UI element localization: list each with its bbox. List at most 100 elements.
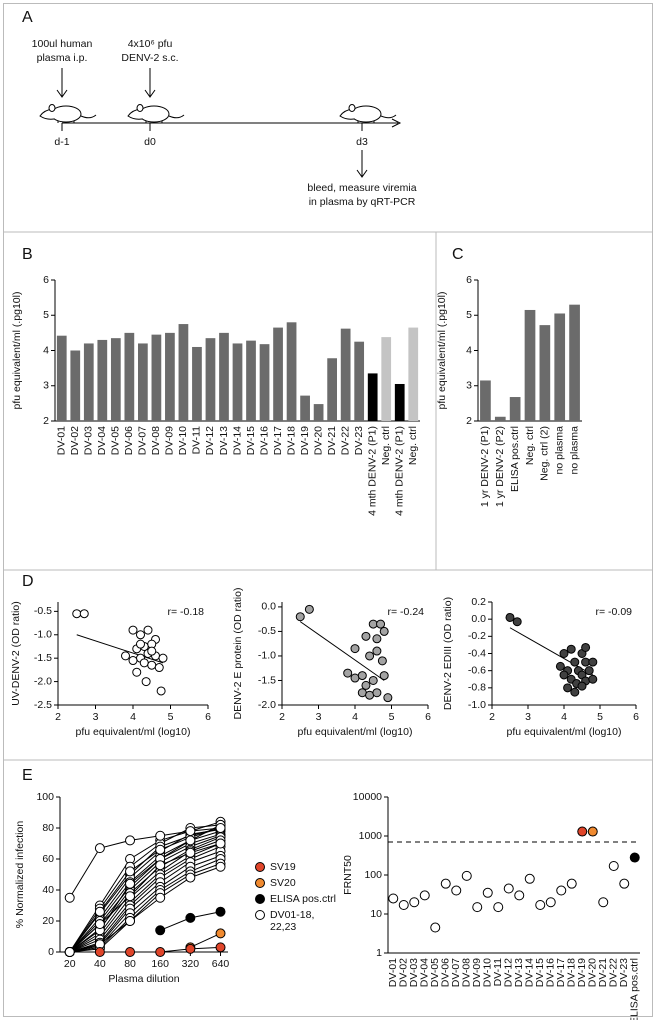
point: [136, 639, 145, 649]
point: [136, 630, 145, 640]
x-tick-label: 20: [64, 958, 76, 970]
bleed-text: bleed, measure viremia: [307, 182, 416, 194]
bar: [56, 335, 67, 421]
x-tick-label: 6: [425, 711, 431, 723]
series-line: [190, 932, 221, 948]
mouse-ear: [136, 104, 144, 112]
y-tick-label: -2.5: [34, 699, 52, 711]
x-tick-label: DV-19: [299, 426, 311, 455]
x-tick-label: no plasma: [553, 426, 565, 475]
point: [185, 943, 196, 954]
y-tick-label: 4: [43, 344, 49, 356]
x-tick-label: DV-01: [56, 426, 68, 455]
bar: [178, 324, 189, 421]
mouse: [339, 104, 397, 123]
series-line: [69, 835, 221, 953]
bar: [110, 338, 121, 421]
annotation: r= -0.09: [596, 606, 633, 618]
point: [372, 688, 382, 698]
fit-line: [299, 621, 385, 681]
point: [372, 634, 382, 644]
x-axis-label: Plasma dilution: [108, 973, 179, 985]
x-tick-label: DV-07: [450, 958, 462, 987]
bar: [569, 304, 580, 421]
x-tick-label: DV-13: [513, 958, 525, 987]
mouse: [39, 104, 97, 123]
x-tick-label: 2: [55, 711, 61, 723]
point: [559, 670, 569, 680]
y-tick-label: 0: [48, 946, 54, 958]
legend-marker: [255, 910, 265, 920]
x-tick-label: DV-09: [164, 426, 176, 455]
point: [376, 619, 386, 629]
point: [570, 657, 580, 667]
dot: [503, 883, 514, 894]
point: [215, 928, 226, 939]
point: [350, 673, 360, 683]
dot: [577, 826, 588, 837]
x-tick-label: Neg. ctrl: [524, 426, 536, 465]
dot: [493, 902, 504, 913]
point: [147, 660, 157, 670]
point: [143, 625, 153, 635]
point: [155, 844, 166, 855]
point: [570, 687, 580, 697]
x-tick-label: 1 yr DENV-2 (P2): [494, 426, 506, 507]
x-tick-label: DV-23: [618, 958, 630, 987]
series-line: [69, 843, 221, 953]
annotation: r= -0.18: [168, 606, 205, 618]
bar: [524, 309, 536, 421]
day-label: d3: [356, 136, 368, 148]
point: [584, 666, 594, 676]
series-line: [69, 821, 221, 953]
series-line: [69, 824, 221, 953]
x-tick-label: DV-04: [419, 958, 431, 987]
point: [64, 892, 75, 903]
x-tick-label: ELISA pos.ctrl: [509, 426, 521, 492]
y-tick-label: -1.5: [258, 674, 276, 686]
dot: [545, 897, 556, 908]
y-tick-label: -1.5: [34, 652, 52, 664]
point: [185, 826, 196, 837]
point: [559, 649, 569, 658]
y-tick-label: 100: [364, 869, 382, 881]
dot: [524, 873, 535, 884]
mouse: [127, 104, 185, 123]
x-tick-label: DV-03: [83, 426, 95, 455]
mouse-body: [50, 105, 82, 123]
bar: [367, 373, 378, 421]
point: [121, 651, 130, 661]
point: [128, 656, 138, 666]
series-line: [69, 858, 221, 953]
dot: [556, 885, 567, 896]
bar: [192, 346, 202, 421]
series-line: [69, 863, 221, 953]
virus-text: 4x10⁶ pfu: [128, 38, 173, 50]
y-tick-label: 0.0: [471, 613, 486, 625]
series-line: [69, 824, 221, 953]
point: [505, 612, 515, 622]
x-tick-label: no plasma: [568, 426, 580, 475]
bar: [313, 404, 324, 421]
point: [555, 661, 565, 671]
x-tick-label: DV-10: [177, 426, 189, 455]
point: [158, 653, 168, 663]
point: [566, 644, 576, 654]
x-tick-label: 320: [182, 958, 200, 970]
point: [357, 671, 367, 681]
y-tick-label: 0.2: [471, 596, 486, 608]
x-tick-label: 1 yr DENV-2 (P1): [479, 426, 491, 507]
x-tick-label: DV-21: [597, 958, 609, 987]
point: [132, 667, 142, 677]
x-axis-label: pfu equivalent/ml (log10): [507, 726, 622, 738]
x-tick-label: DV-07: [137, 426, 149, 455]
x-tick-label: DV-08: [150, 426, 162, 455]
dot: [430, 922, 441, 933]
x-tick-label: 5: [389, 711, 395, 723]
bleed-text: in plasma by qRT-PCR: [309, 196, 416, 208]
x-tick-label: DV-11: [492, 958, 504, 987]
point: [125, 866, 136, 877]
y-axis-label: pfu equivalent/ml (.pg10l): [11, 292, 23, 410]
x-tick-label: DV-23: [353, 426, 365, 455]
x-tick-label: DV-05: [110, 426, 122, 455]
